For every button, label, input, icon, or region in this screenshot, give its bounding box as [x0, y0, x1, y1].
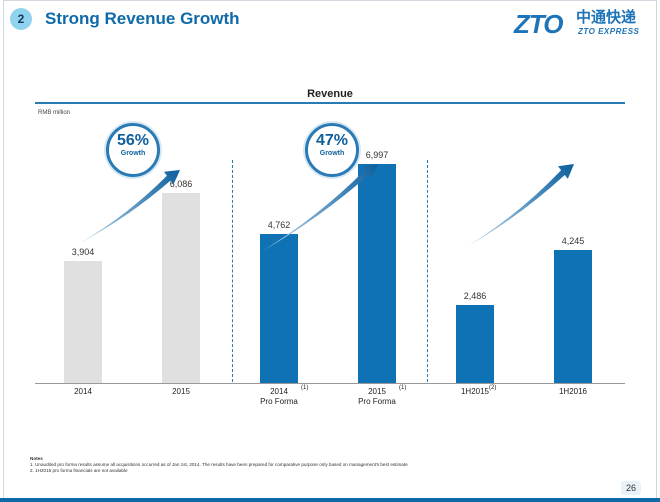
- zto-logo-chinese: 中通快递: [576, 9, 637, 26]
- growth-percent: 47%: [315, 132, 349, 149]
- group-divider-1: [232, 160, 233, 382]
- x-tick-label: 2015 Pro Forma: [358, 387, 396, 406]
- x-tick-label: 2014: [74, 387, 92, 396]
- growth-arrow-shape: [78, 170, 180, 244]
- notes: Notes 1. Unaudited pro forma results ass…: [30, 456, 408, 474]
- bar-value-label: 6,086: [169, 178, 193, 189]
- zto-logo: ZTO 中通快递 ZTO EXPRESS: [514, 9, 644, 41]
- slide-title: Strong Revenue Growth: [45, 9, 240, 28]
- page-number: 26: [621, 481, 641, 495]
- growth-arrow-shape: [264, 164, 378, 250]
- footnote-reference: (2): [489, 385, 497, 391]
- units-label: RMB million: [38, 110, 71, 116]
- zto-logo-english: ZTO EXPRESS: [578, 27, 640, 36]
- footer-accent-bar: [0, 498, 660, 502]
- bar-2014: [64, 261, 102, 383]
- bar-1h2015: [456, 305, 494, 383]
- growth-label: Growth: [319, 150, 345, 157]
- bar-2015-pro-forma: [358, 164, 396, 383]
- slide-header: 2 Strong Revenue Growth ZTO 中通快递 ZTO EXP…: [0, 0, 660, 44]
- x-axis-line: [35, 383, 625, 384]
- footnote-reference: (1): [399, 385, 407, 391]
- bar-2015: [162, 192, 200, 383]
- zto-logo-mark: ZTO: [514, 9, 564, 39]
- footnote-reference: (1): [301, 385, 309, 391]
- bar-2014-pro-forma: [260, 234, 298, 383]
- note-1: 1. Unaudited pro forma results assume al…: [30, 462, 408, 467]
- x-tick-label: 1H2016: [558, 387, 588, 396]
- chart-title-rule: [35, 102, 625, 104]
- x-tick-label: 2014 Pro Forma: [260, 387, 298, 406]
- group-divider-2: [427, 160, 428, 382]
- growth-badge: 56% Growth: [106, 123, 160, 177]
- chart-title: Revenue: [307, 88, 353, 100]
- growth-percent: 56%: [116, 132, 150, 149]
- note-2: 2. 1H2015 pro forma financials are not a…: [30, 468, 128, 473]
- bar-value-label: 2,486: [463, 291, 487, 302]
- bar-value-label: 4,762: [267, 220, 291, 231]
- growth-label: Growth: [120, 150, 146, 157]
- section-number-badge: 2: [10, 8, 32, 30]
- growth-badge: 47% Growth: [305, 123, 359, 177]
- growth-arrow-shape: [468, 164, 574, 246]
- bar-value-label: 3,904: [71, 247, 95, 257]
- x-tick-label: 2015: [172, 387, 190, 396]
- notes-heading: Notes: [30, 456, 43, 461]
- x-tick-label: 1H2015: [460, 387, 490, 396]
- bar-1h2016: [554, 250, 592, 383]
- bar-value-label: 4,245: [561, 236, 585, 247]
- bar-value-label: 6,997: [365, 150, 389, 161]
